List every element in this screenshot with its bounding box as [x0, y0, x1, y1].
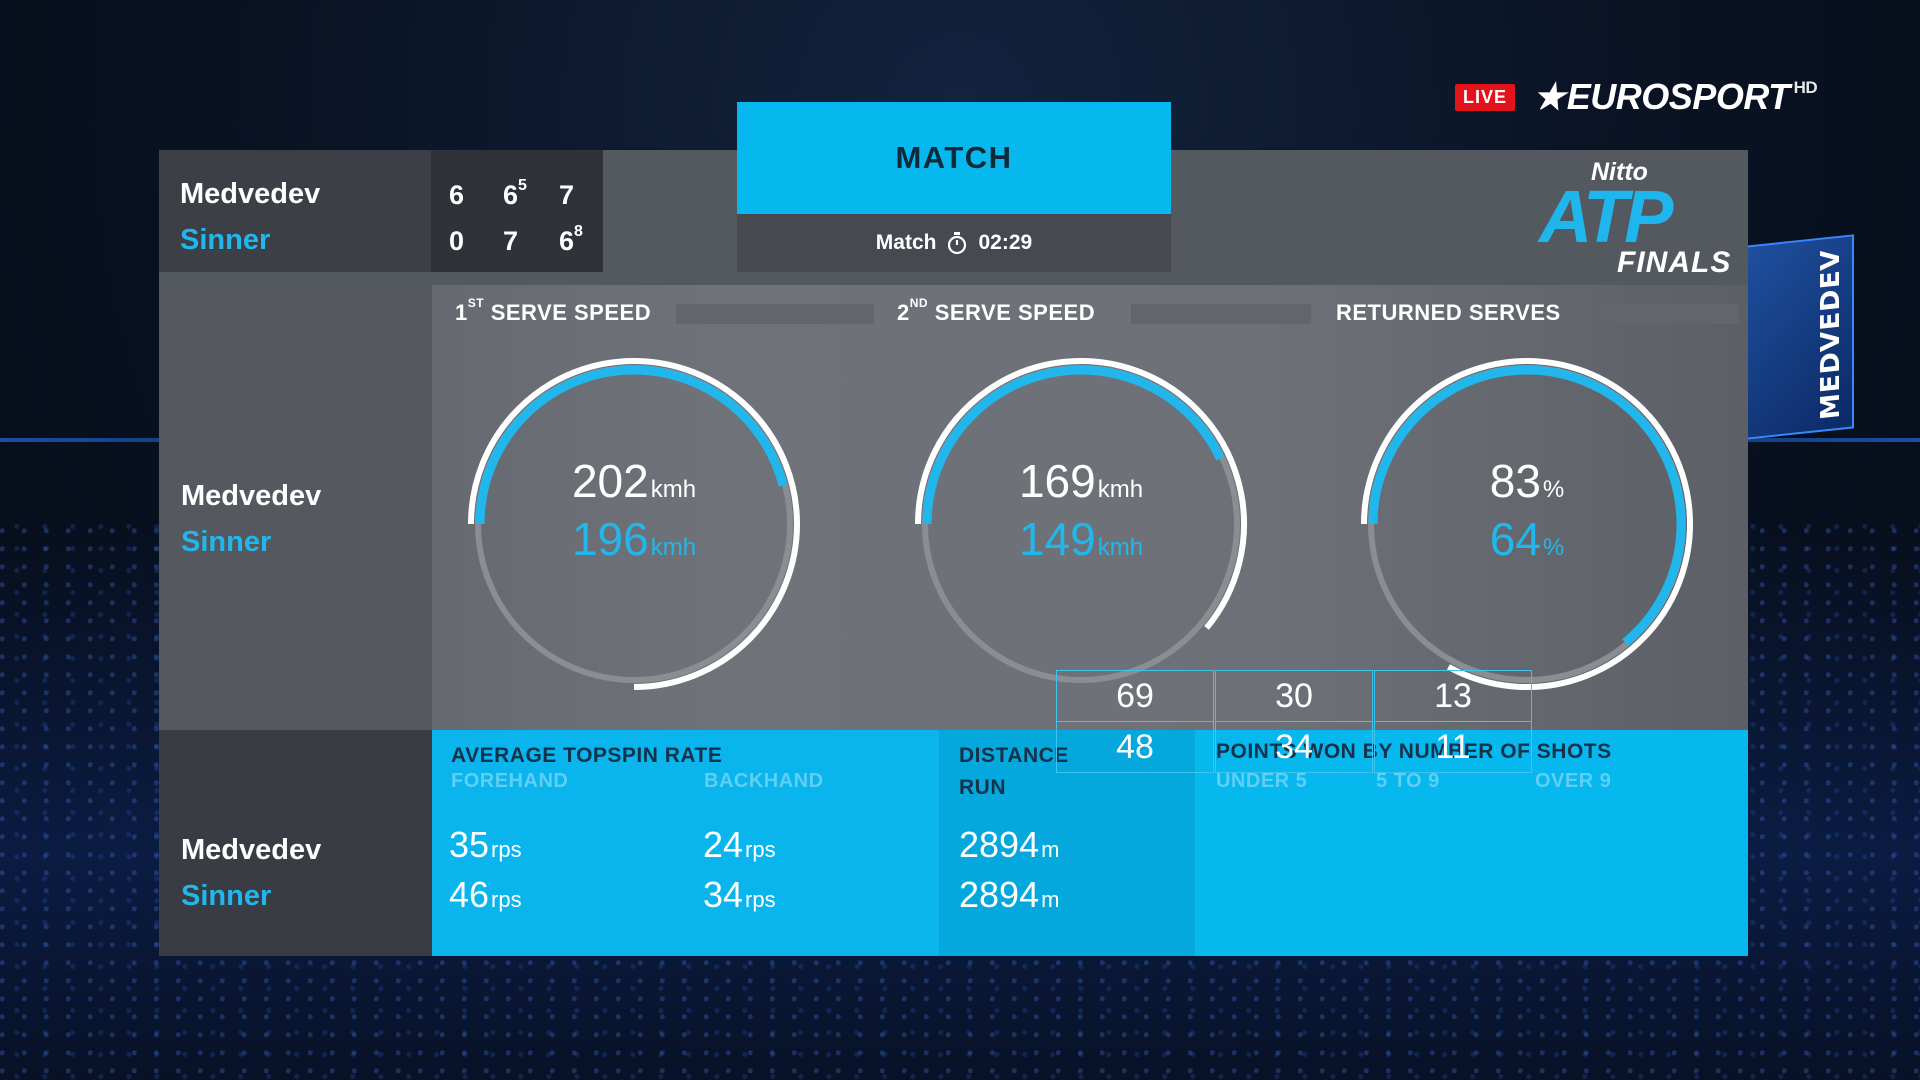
gauge3-title-bar	[1599, 304, 1739, 324]
gauge-rings	[1361, 358, 1693, 690]
bottom-names-column	[159, 730, 432, 956]
stats-panel: Medvedev Sinner 6 65 7 0 7 68 MATCH Matc…	[159, 102, 1748, 956]
star-icon: ★	[1533, 76, 1565, 117]
points-p2-over9: 11	[1374, 721, 1532, 773]
points-section	[1195, 730, 1748, 956]
match-tab-label: MATCH	[895, 140, 1013, 175]
p1-set3: 7	[559, 180, 575, 210]
match-duration-bar: Match 02:29	[737, 214, 1171, 272]
logo-atp: ATP	[1539, 175, 1674, 258]
eurosport-logo: ★EUROSPORT HD	[1533, 76, 1818, 118]
gauge-player2-arc	[922, 365, 1225, 525]
gauge-1st-serve: 202kmh 196kmh	[464, 354, 804, 694]
gauge-returned-serves: 83% 64%	[1357, 354, 1697, 694]
gauge-player1-arc	[915, 358, 1247, 630]
bottom-player2-name: Sinner	[181, 880, 272, 912]
points-p1-under5: 69	[1056, 670, 1214, 722]
points-grid: 69 30 13 48 34 11	[1056, 670, 1536, 778]
atp-finals-logo: Nitto ATP FINALS	[1539, 158, 1739, 279]
backhand-label: BACKHAND	[704, 770, 824, 792]
p1-backhand: 24rps	[703, 824, 776, 865]
logo-finals: FINALS	[1617, 246, 1732, 279]
gauge-rings	[915, 358, 1247, 683]
p2-set3-tiebreak: 8	[574, 223, 583, 240]
distance-section	[939, 730, 1195, 956]
col-over9: OVER 9	[1535, 770, 1612, 792]
serve-player2-name: Sinner	[181, 526, 272, 558]
gauge1-p1-value: 202kmh	[571, 455, 697, 507]
gauge3-p2-value: 64%	[1489, 513, 1565, 565]
p1-forehand: 35rps	[449, 824, 522, 865]
points-p2-under5: 48	[1056, 721, 1214, 773]
arena-video-screen: MEDVEDEV	[1746, 234, 1854, 440]
logo-nitto: Nitto	[1591, 158, 1648, 186]
live-badge: LIVE	[1455, 84, 1516, 111]
topspin-title: AVERAGE TOPSPIN RATE	[451, 744, 723, 767]
p2-set3: 68	[559, 223, 583, 256]
gauge2-p1-value: 169kmh	[1018, 455, 1144, 507]
gauge2-title-bar	[1131, 304, 1311, 324]
points-title: POINTS WON BY NUMBER OF SHOTS	[1216, 740, 1612, 763]
points-p2-5to9: 34	[1215, 721, 1373, 773]
gauge1-title: 1ST SERVE SPEED	[455, 295, 652, 325]
gauge1-title-bar	[676, 304, 874, 324]
col-under5: UNDER 5	[1216, 770, 1308, 792]
points-p1-5to9: 30	[1215, 670, 1373, 722]
gauge-player1-arc	[1361, 358, 1693, 690]
gauge-2nd-serve: 169kmh 149kmh	[911, 354, 1251, 694]
gauge-player1-arc	[468, 358, 800, 690]
gauge2-title: 2ND SERVE SPEED	[897, 295, 1096, 325]
bottom-player1-name: Medvedev	[181, 834, 322, 866]
p2-distance: 2894m	[959, 874, 1060, 915]
video-screen-text: MEDVEDEV	[1816, 247, 1846, 421]
p1-set2: 65	[503, 177, 527, 210]
serve-player1-name: Medvedev	[181, 480, 322, 512]
p1-set1: 6	[449, 180, 465, 210]
gauge-player2-arc	[475, 365, 788, 525]
stopwatch-icon	[948, 232, 967, 255]
col-5to9: 5 TO 9	[1376, 770, 1440, 792]
p1-set2-tiebreak: 5	[518, 177, 527, 194]
match-tab: MATCH	[737, 102, 1171, 214]
scoreboard: Medvedev Sinner 6 65 7 0 7 68	[159, 150, 603, 272]
distance-title-line1: DISTANCE	[959, 744, 1069, 767]
hd-label: HD	[1793, 78, 1818, 97]
p1-distance: 2894m	[959, 824, 1060, 865]
p2-set2: 7	[503, 226, 519, 256]
forehand-label: FOREHAND	[451, 770, 569, 792]
scoreboard-sets	[431, 150, 603, 272]
match-duration: 02:29	[978, 231, 1033, 254]
distance-title-line2: RUN	[959, 776, 1006, 799]
gauge1-p2-value: 196kmh	[571, 513, 697, 565]
match-sub-label: Match	[875, 231, 937, 254]
brand-text: EUROSPORT	[1566, 76, 1790, 117]
gauge3-title: RETURNED SERVES	[1336, 300, 1561, 325]
gauge-player2-arc	[1368, 365, 1686, 647]
gauge3-p1-value: 83%	[1489, 455, 1565, 507]
scoreboard-player2-name: Sinner	[180, 224, 271, 256]
p2-forehand: 46rps	[449, 874, 522, 915]
p2-set1: 0	[449, 226, 465, 256]
points-p1-over9: 13	[1374, 670, 1532, 722]
scoreboard-player1-name: Medvedev	[180, 178, 321, 210]
gauge-rings	[468, 358, 800, 690]
p2-backhand: 34rps	[703, 874, 776, 915]
gauge2-p2-value: 149kmh	[1018, 513, 1144, 565]
